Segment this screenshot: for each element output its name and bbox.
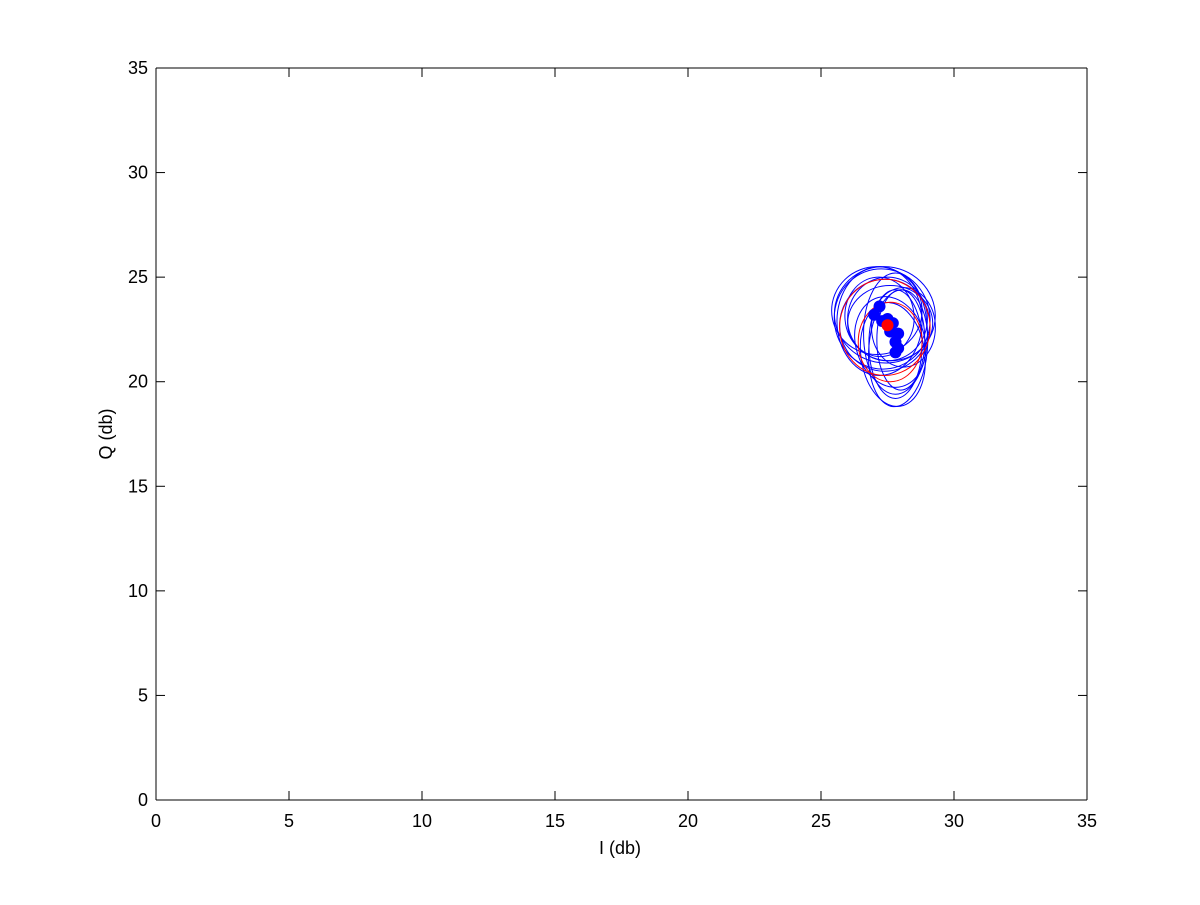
ticks: 0 5 10 15 20 25 30 35 0 5 10 15 20 25 30 35 xyxy=(128,58,1097,831)
ellipse-2-13 xyxy=(871,287,936,368)
y-tick-label-3: 15 xyxy=(128,476,148,496)
x-tick-label-5: 25 xyxy=(811,811,831,831)
y-axis-label: Q (db) xyxy=(96,408,116,459)
ellipse-3-1 xyxy=(857,301,923,383)
y-tick-label-0: 0 xyxy=(138,790,148,810)
x-tick-label-2: 10 xyxy=(412,811,432,831)
x-axis-label: I (db) xyxy=(599,838,641,858)
ellipse-2-12 xyxy=(833,266,936,364)
y-tick-label-1: 5 xyxy=(138,685,148,705)
x-tick-label-3: 15 xyxy=(545,811,565,831)
y-tick-label-2: 10 xyxy=(128,581,148,601)
ellipse-2-5 xyxy=(847,285,934,362)
ellipse-2-10 xyxy=(863,272,928,395)
x-tick-label-1: 5 xyxy=(284,811,294,831)
y-tick-label-4: 20 xyxy=(128,372,148,392)
y-tick-label-7: 35 xyxy=(128,58,148,78)
x-tick-label-6: 30 xyxy=(944,811,964,831)
plot-area xyxy=(156,68,1087,800)
point-0-8 xyxy=(889,346,902,359)
x-tick-label-7: 35 xyxy=(1077,811,1097,831)
x-tick-label-0: 0 xyxy=(151,811,161,831)
point-1-0 xyxy=(881,319,894,332)
ellipse-3-0 xyxy=(839,278,931,376)
y-tick-label-5: 25 xyxy=(128,267,148,287)
axes xyxy=(155,67,1088,801)
plot-data xyxy=(831,266,936,408)
ellipse-2-4 xyxy=(844,276,915,358)
x-tick-label-4: 20 xyxy=(678,811,698,831)
y-tick-label-6: 30 xyxy=(128,163,148,183)
ellipse-2-14 xyxy=(854,296,927,388)
